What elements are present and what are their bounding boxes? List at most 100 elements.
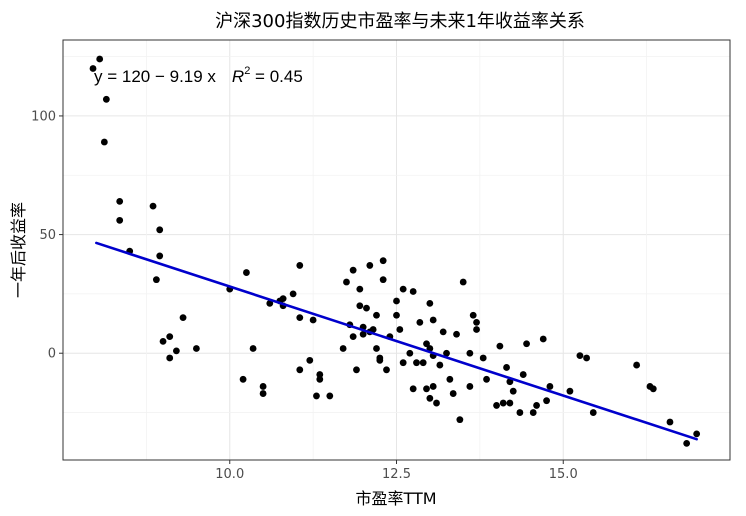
regression-line <box>95 241 698 441</box>
y-tick-label: 0 <box>48 347 56 362</box>
data-point <box>193 345 200 352</box>
data-point <box>419 359 427 367</box>
data-point <box>469 311 477 319</box>
data-point <box>589 409 597 416</box>
data-point <box>259 390 267 397</box>
data-point <box>529 409 537 416</box>
chart-title: 沪深300指数历史市盈率与未来1年收益率关系 <box>215 11 585 32</box>
x-axis: 10.0 12.5 15.0 <box>215 460 578 482</box>
data-point <box>149 202 157 210</box>
data-point <box>503 364 510 371</box>
data-point <box>156 252 164 260</box>
data-point <box>306 356 314 364</box>
data-point <box>483 375 490 383</box>
data-point <box>429 316 437 324</box>
data-point <box>249 345 257 352</box>
x-tick-label: 10.0 <box>215 467 244 482</box>
data-point <box>309 316 317 324</box>
data-point <box>436 361 444 369</box>
data-point <box>266 299 274 307</box>
equation-r: R <box>232 67 244 86</box>
data-point <box>409 385 417 393</box>
data-point <box>523 340 530 348</box>
data-point <box>396 326 404 333</box>
data-point <box>413 359 420 367</box>
data-point <box>159 337 167 345</box>
data-point <box>649 385 657 393</box>
y-tick-label: 100 <box>31 109 56 124</box>
data-point <box>343 278 350 286</box>
data-point <box>363 304 370 312</box>
data-point <box>416 318 424 326</box>
data-point <box>519 371 527 378</box>
data-point <box>399 285 407 293</box>
data-point <box>693 430 701 438</box>
x-tick-label: 15.0 <box>549 467 578 482</box>
data-point <box>449 390 457 397</box>
data-point <box>383 366 390 374</box>
data-point <box>509 387 517 395</box>
data-point <box>356 285 364 293</box>
data-point <box>316 371 324 378</box>
data-point <box>179 314 187 322</box>
data-point <box>583 354 590 362</box>
y-axis: 0 50 100 <box>31 109 63 362</box>
data-point <box>683 439 691 447</box>
data-point <box>166 333 174 341</box>
data-point <box>349 266 357 274</box>
data-point <box>446 375 454 383</box>
data-point <box>239 375 247 383</box>
data-point <box>243 269 250 276</box>
data-point <box>353 366 360 374</box>
data-point <box>339 345 347 352</box>
data-point <box>156 226 164 234</box>
equation-rhs: = 0.45 <box>250 67 302 86</box>
data-point <box>466 349 474 357</box>
data-point <box>172 347 180 355</box>
data-point <box>356 302 364 310</box>
equation-lhs: y = 120 − 9.19 x <box>94 67 216 86</box>
data-point <box>100 138 108 146</box>
data-point <box>473 318 480 326</box>
data-point <box>152 276 160 284</box>
data-point <box>89 65 97 72</box>
data-point <box>376 354 384 362</box>
data-point <box>326 392 334 400</box>
data-point <box>379 276 387 284</box>
data-point <box>666 418 674 426</box>
data-point <box>289 290 297 298</box>
data-point <box>423 340 430 348</box>
data-point <box>116 216 124 224</box>
data-point <box>499 399 507 407</box>
data-point <box>459 278 467 286</box>
data-point <box>366 262 374 269</box>
data-point <box>279 295 287 303</box>
data-point <box>516 409 524 416</box>
data-point <box>426 299 434 307</box>
data-point <box>359 330 367 338</box>
data-point <box>406 349 414 357</box>
data-point <box>379 257 387 265</box>
equation-sup: 2 <box>244 65 250 77</box>
data-point <box>423 385 430 393</box>
data-point <box>316 375 324 383</box>
data-point <box>456 416 464 424</box>
data-point <box>166 354 174 362</box>
data-point <box>296 366 304 374</box>
data-point <box>496 342 504 350</box>
data-point <box>409 288 417 295</box>
data-point <box>426 394 434 402</box>
data-point <box>393 311 400 319</box>
y-axis-title: 一年后收益率 <box>9 202 28 298</box>
data-points <box>89 55 701 447</box>
data-point <box>373 311 380 319</box>
data-point <box>296 262 304 269</box>
data-point <box>576 352 584 359</box>
data-point <box>466 383 474 390</box>
data-point <box>429 383 437 390</box>
data-point <box>539 335 547 343</box>
data-point <box>259 383 267 390</box>
data-point <box>296 314 304 322</box>
data-point <box>533 402 540 409</box>
